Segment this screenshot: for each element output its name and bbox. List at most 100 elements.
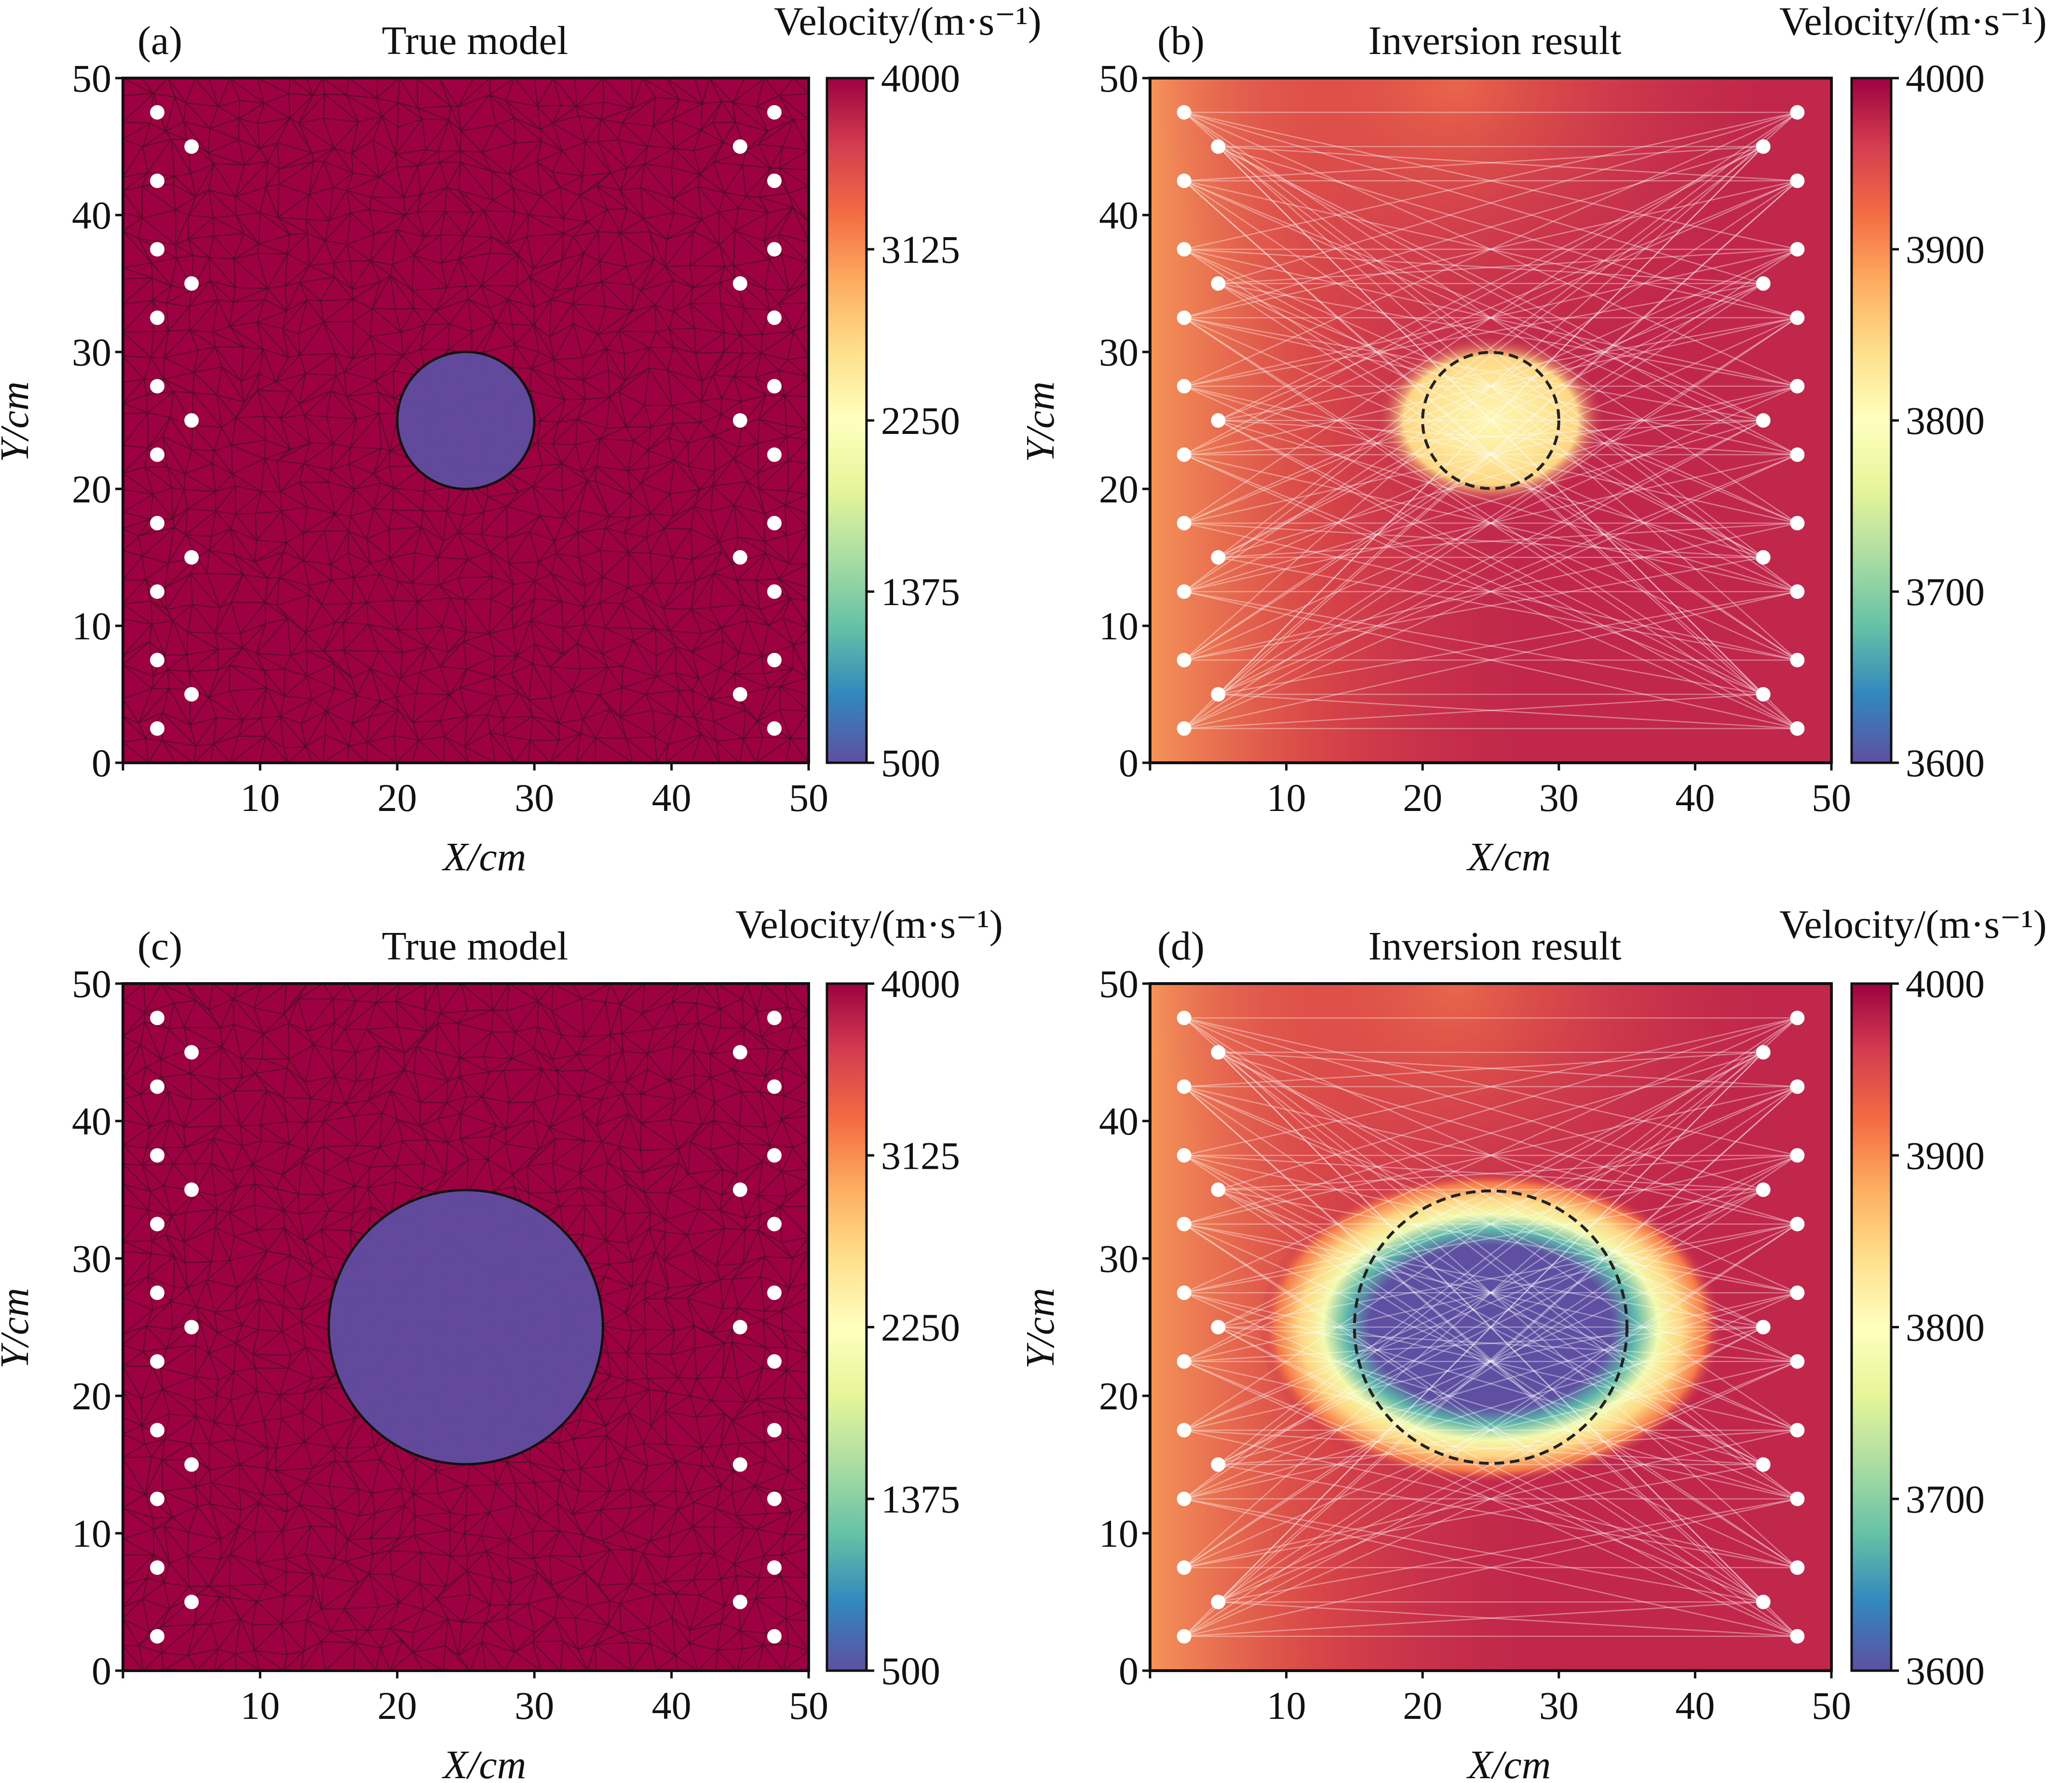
mesh-edge xyxy=(148,1185,173,1216)
mesh-edge xyxy=(259,716,281,737)
mesh-edge xyxy=(448,105,461,131)
ray xyxy=(1183,180,1798,729)
mesh-edge xyxy=(742,144,771,169)
mesh-edge xyxy=(620,984,645,1005)
mesh-edge xyxy=(578,550,603,586)
mesh-edge xyxy=(348,446,382,465)
mesh-edge xyxy=(553,78,577,107)
mesh-edge xyxy=(211,1138,243,1172)
mesh-edge xyxy=(670,1348,695,1378)
mesh-edge xyxy=(718,537,739,565)
mesh-edge xyxy=(298,118,335,154)
mesh-edge xyxy=(184,1000,221,1028)
sensor-marker xyxy=(150,1354,165,1369)
mesh-edge xyxy=(440,211,473,236)
mesh-edge xyxy=(487,714,504,733)
mesh-edge xyxy=(458,532,491,560)
mesh-edge xyxy=(445,1555,468,1587)
mesh-edge xyxy=(582,348,607,381)
mesh-edge xyxy=(435,1023,461,1058)
y-tick-label: 0 xyxy=(1119,1649,1138,1693)
mesh-edge xyxy=(300,1641,322,1671)
mesh-edge xyxy=(258,349,289,382)
colorbar-title: Velocity/(m·s⁻¹) xyxy=(1779,0,2047,44)
mesh-edge xyxy=(167,78,195,103)
mesh-edge xyxy=(572,1490,610,1515)
mesh-edge xyxy=(552,171,583,188)
mesh-edge xyxy=(214,418,237,451)
mesh-edge xyxy=(436,1570,467,1599)
ray xyxy=(1218,1052,1798,1362)
mesh-edge xyxy=(576,643,608,669)
mesh-edge xyxy=(299,1504,337,1528)
mesh-edge xyxy=(624,1411,651,1448)
mesh-edge xyxy=(370,260,393,283)
ray xyxy=(1184,1498,1763,1603)
mesh-edge xyxy=(740,334,763,354)
ray xyxy=(1184,1189,1764,1431)
mesh-edge xyxy=(550,666,581,698)
mesh-edge xyxy=(573,231,599,254)
mesh-edge xyxy=(669,630,702,653)
ray xyxy=(1183,146,1764,593)
mesh-edge xyxy=(778,146,809,169)
mesh-edge xyxy=(534,1480,560,1519)
mesh-edge xyxy=(378,392,399,414)
ray xyxy=(1184,180,1798,456)
sensor-marker xyxy=(150,1079,165,1094)
mesh-edge xyxy=(352,298,373,322)
mesh-edge xyxy=(739,1630,767,1649)
mesh-edge xyxy=(123,1183,151,1211)
ray xyxy=(1184,1017,1764,1190)
mesh-edge xyxy=(640,459,675,484)
sensor-marker xyxy=(767,653,782,667)
mesh-edge xyxy=(123,1163,151,1192)
mesh-edge xyxy=(581,998,606,1037)
ray xyxy=(1218,111,1798,284)
mesh-edge xyxy=(781,1534,809,1556)
ray xyxy=(1218,283,1798,661)
mesh-edge xyxy=(419,646,448,673)
mesh-edge xyxy=(187,1555,221,1587)
mesh-edge xyxy=(600,101,633,120)
plot-area xyxy=(123,78,809,763)
y-tick-label: 10 xyxy=(1099,1512,1138,1555)
mesh-edge xyxy=(731,1342,766,1378)
mesh-edge xyxy=(671,1593,701,1631)
mesh-edge xyxy=(713,1526,745,1554)
mesh-edge xyxy=(279,1392,305,1419)
mesh-edge xyxy=(323,1159,355,1195)
mesh-edge xyxy=(646,528,665,554)
mesh-edge xyxy=(298,373,337,405)
mesh-edge xyxy=(719,265,735,283)
mesh-edge xyxy=(760,1256,793,1289)
colorbar-tick-label: 4000 xyxy=(1906,56,1985,100)
mesh-edge xyxy=(229,1229,268,1261)
ray xyxy=(1218,419,1798,456)
sensors xyxy=(150,1011,782,1644)
mesh-edge xyxy=(352,281,380,300)
mesh-edge xyxy=(184,449,215,474)
mesh-edge xyxy=(647,437,675,468)
mesh-edge xyxy=(375,370,394,399)
y-axis-label: Y/cm xyxy=(1018,1288,1063,1369)
mesh-edge xyxy=(527,233,564,269)
mesh-edge xyxy=(190,1443,210,1471)
ray xyxy=(1184,1292,1798,1568)
mesh-edge xyxy=(663,608,691,632)
mesh-edge xyxy=(188,1623,212,1656)
mesh-edge xyxy=(229,1597,257,1620)
mesh-edge xyxy=(391,1574,420,1603)
mesh-edge xyxy=(579,1549,611,1573)
mesh-edge xyxy=(756,1397,788,1413)
mesh-edge xyxy=(234,486,262,515)
colorbar-tick-label: 3700 xyxy=(1906,1477,1985,1521)
mesh-edge xyxy=(395,1000,427,1032)
mesh-edge xyxy=(576,733,596,763)
mesh-edge xyxy=(395,118,423,154)
mesh-edge xyxy=(175,238,193,258)
mesh-edge xyxy=(419,1101,447,1127)
ray xyxy=(1184,180,1798,319)
mesh-edge xyxy=(330,443,351,471)
